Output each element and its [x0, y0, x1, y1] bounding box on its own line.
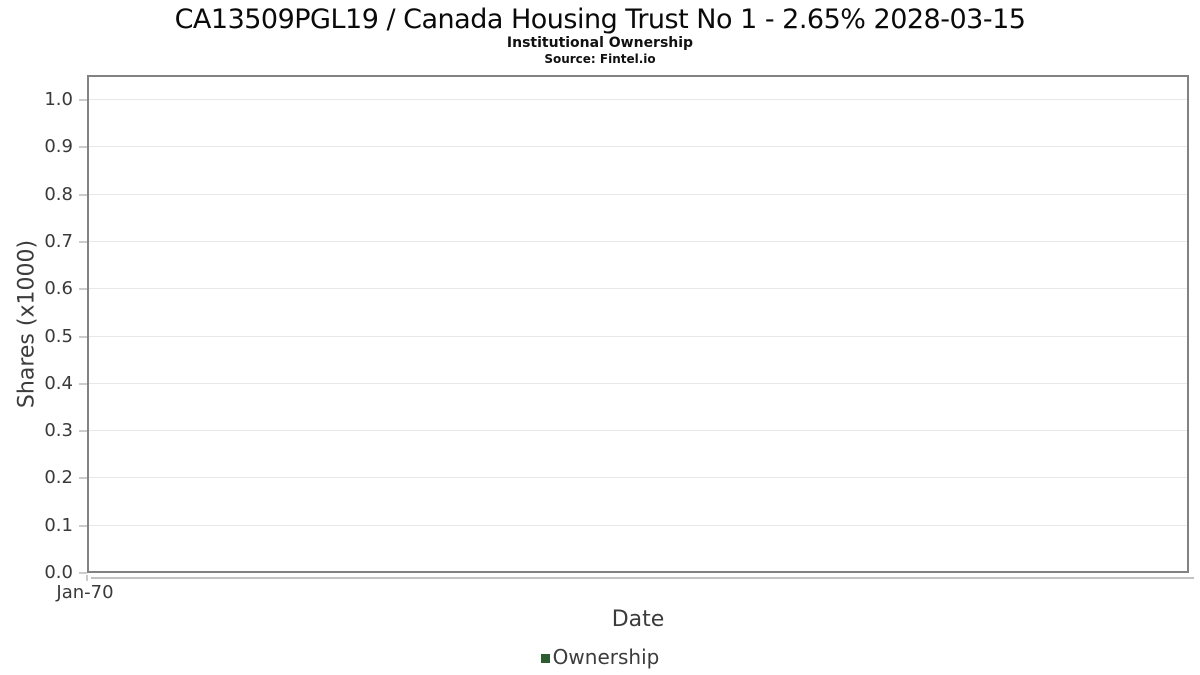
- y-tick-mark: [79, 477, 87, 480]
- y-tick-mark: [79, 335, 87, 338]
- legend: Ownership: [0, 645, 1200, 669]
- y-tick-mark: [79, 572, 87, 574]
- gridline: [89, 99, 1187, 100]
- y-tick-mark: [79, 288, 87, 291]
- y-tick-mark: [79, 240, 87, 243]
- y-tick-mark: [79, 99, 87, 101]
- y-tick-label: 0.0: [44, 562, 73, 583]
- chart-source: Source: Fintel.io: [544, 52, 656, 66]
- plot-area: [87, 75, 1189, 573]
- y-tick-mark: [79, 193, 87, 196]
- gridline: [89, 240, 1187, 242]
- y-tick-label: 1.0: [44, 89, 73, 110]
- gridline: [89, 193, 1187, 195]
- gridline: [89, 382, 1187, 384]
- y-tick-label: 0.8: [44, 183, 73, 205]
- y-tick-label: 0.2: [44, 467, 73, 489]
- gridline: [89, 288, 1187, 290]
- y-tick-label: 0.5: [44, 325, 73, 347]
- chart-title: CA13509PGL19 / Canada Housing Trust No 1…: [174, 4, 1026, 35]
- gridline: [89, 524, 1187, 526]
- y-tick-label: 0.3: [44, 420, 73, 442]
- y-tick-mark: [79, 382, 87, 385]
- chart-subtitle: Institutional Ownership: [506, 35, 694, 51]
- y-tick-mark: [79, 146, 87, 149]
- y-tick-mark: [79, 430, 87, 433]
- y-tick-label: 0.6: [44, 278, 73, 300]
- y-tick-label: 0.4: [44, 372, 73, 394]
- y-tick-mark: [79, 524, 87, 527]
- plot-shadow: [91, 577, 1194, 579]
- y-tick-label: 0.1: [44, 514, 73, 536]
- y-tick-label: 0.7: [44, 230, 73, 252]
- legend-label-ownership: Ownership: [552, 645, 660, 669]
- gridline: [89, 335, 1187, 337]
- x-tick-label: Jan-70: [56, 582, 114, 603]
- gridline: [89, 430, 1187, 432]
- x-axis-title: Date: [611, 607, 665, 632]
- legend-swatch-ownership: [540, 654, 550, 663]
- x-tick-mark: [86, 575, 88, 581]
- gridline: [89, 146, 1187, 148]
- y-tick-label: 0.9: [44, 136, 73, 158]
- gridline: [89, 477, 1187, 479]
